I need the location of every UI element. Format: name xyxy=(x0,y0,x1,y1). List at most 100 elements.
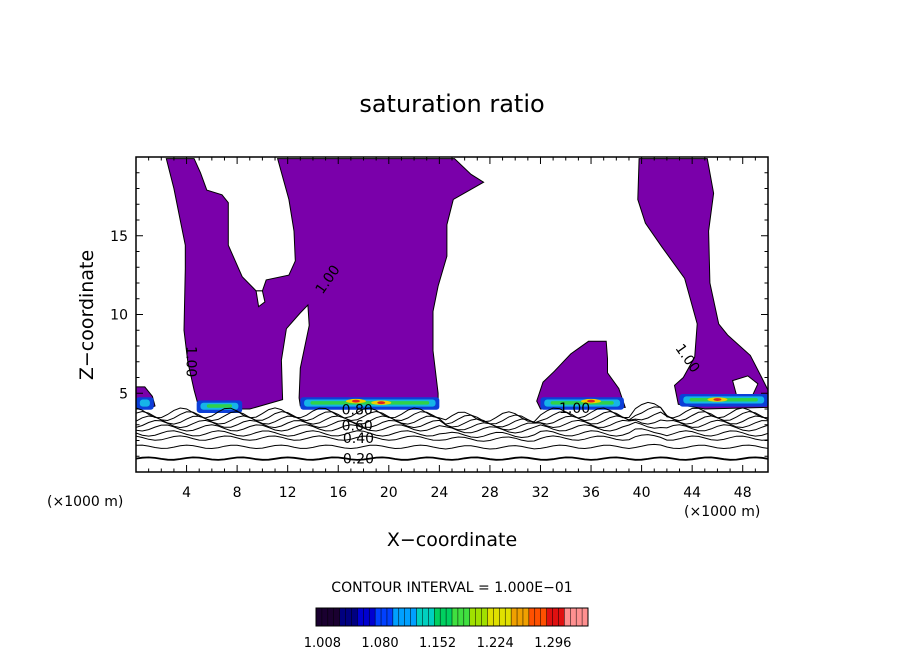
contour-label-5: 0.80 xyxy=(342,403,373,419)
hotspot-peak-1 xyxy=(351,399,360,403)
isoline-1 xyxy=(136,456,768,461)
colorbar-cell xyxy=(517,608,524,626)
colorbar-cell xyxy=(440,608,447,626)
unsaturated-pocket-1 xyxy=(731,375,759,396)
x-tick-label-24: 24 xyxy=(430,485,448,501)
high-saturation-bands xyxy=(136,394,768,413)
hotspot-band-mid xyxy=(139,399,150,407)
colorbar-cell xyxy=(357,608,364,626)
colorbar-tick-1.080: 1.080 xyxy=(361,636,398,651)
colorbar xyxy=(315,607,589,627)
x-tick-label-8: 8 xyxy=(233,485,242,501)
x-tick-label-32: 32 xyxy=(532,485,550,501)
colorbar-cell xyxy=(386,608,394,626)
colorbar-cell xyxy=(552,608,559,626)
colorbar-cell xyxy=(321,608,329,626)
saturated-region-4 xyxy=(637,158,768,410)
x-unit-label-left: (×1000 m) xyxy=(47,494,123,510)
colorbar-cell xyxy=(570,608,577,626)
hotspot-band-3 xyxy=(300,397,440,410)
colorbar-cell xyxy=(452,608,459,626)
x-tick-label-40: 40 xyxy=(633,485,651,501)
colorbar-cell xyxy=(398,608,406,626)
colorbar-cell xyxy=(351,608,358,626)
isoline-9 xyxy=(136,401,768,423)
colorbar-cell xyxy=(410,608,418,626)
contour-label-7: 0.40 xyxy=(343,431,374,447)
colorbar-cell xyxy=(487,608,494,626)
colorbar-cell xyxy=(363,608,370,626)
x-tick-label-48: 48 xyxy=(734,485,752,501)
colorbar-cell xyxy=(481,608,488,626)
unsaturated-pocket-2 xyxy=(255,290,266,308)
hotspot-band-2 xyxy=(196,400,243,413)
colorbar-cell xyxy=(582,608,589,626)
colorbar-cell xyxy=(434,608,441,626)
colorbar-cell xyxy=(463,608,471,626)
y-axis-label: Z−coordinate xyxy=(76,250,98,380)
colorbar-cell xyxy=(316,608,323,626)
isoline-2 xyxy=(136,443,768,450)
x-axis-label: X−coordinate xyxy=(387,529,517,551)
isoline-6 xyxy=(136,419,768,431)
colorbar-cell xyxy=(469,608,477,626)
colorbar-cell xyxy=(404,608,412,626)
contour-label-4: 1.00 xyxy=(559,401,590,417)
hotspot-band-inner xyxy=(310,401,430,405)
isoline-4 xyxy=(136,428,768,439)
colorbar-tick-1.224: 1.224 xyxy=(477,636,514,651)
colorbar-cell xyxy=(339,608,347,626)
y-tick-label-15: 15 xyxy=(110,229,128,245)
colorbar-tick-1.152: 1.152 xyxy=(419,636,456,651)
y-tick-label-10: 10 xyxy=(110,308,128,324)
axis-ticks xyxy=(136,157,768,472)
colorbar-cell xyxy=(327,608,335,626)
colorbar-frame xyxy=(315,607,589,627)
colorbar-cell xyxy=(546,608,554,626)
colorbar-cell xyxy=(428,608,435,626)
colorbar-cell xyxy=(511,608,518,626)
y-tick-label-5: 5 xyxy=(119,386,128,402)
colorbar-cell xyxy=(505,608,512,626)
saturated-regions xyxy=(136,158,768,410)
x-tick-label-28: 28 xyxy=(481,485,499,501)
colorbar-cell xyxy=(345,608,352,626)
colorbar-cell xyxy=(576,608,583,626)
contour-interval-label: CONTOUR INTERVAL = 1.000E−01 xyxy=(331,580,572,596)
x-tick-label-44: 44 xyxy=(683,485,701,501)
colorbar-cell xyxy=(558,608,565,626)
colorbar-cell xyxy=(499,608,506,626)
x-tick-label-20: 20 xyxy=(380,485,398,501)
contour-lines xyxy=(136,401,768,461)
colorbar-tick-labels: 1.008 1.080 1.152 1.224 1.296 xyxy=(304,636,572,651)
colorbar-cell xyxy=(564,608,571,626)
x-tick-label-4: 4 xyxy=(182,485,191,501)
colorbar-cell xyxy=(416,608,423,626)
chart-title: saturation ratio xyxy=(359,90,544,118)
colorbar-cell xyxy=(392,608,400,626)
hotspot-peak-2 xyxy=(377,401,386,405)
colorbar-tick-1.296: 1.296 xyxy=(534,636,571,651)
contour-label-2: 1.00 xyxy=(182,346,198,377)
hotspot-peak-4 xyxy=(713,398,722,401)
x-tick-label-12: 12 xyxy=(279,485,297,501)
colorbar-cell xyxy=(493,608,500,626)
colorbar-tick-1.008: 1.008 xyxy=(304,636,341,651)
colorbar-cell xyxy=(522,608,530,626)
isoline-3 xyxy=(136,434,768,442)
x-tick-label-36: 36 xyxy=(582,485,600,501)
colorbar-cell xyxy=(528,608,536,626)
colorbar-cell xyxy=(446,608,453,626)
hotspot-band-4 xyxy=(540,397,624,410)
hotspot-band-inner xyxy=(206,404,233,408)
colorbar-cell xyxy=(381,608,388,626)
colorbar-cell xyxy=(422,608,429,626)
colorbar-cell xyxy=(457,608,465,626)
isoline-7 xyxy=(136,411,768,428)
hotspot-peak-3 xyxy=(587,399,596,403)
colorbar-cell xyxy=(475,608,483,626)
hotspot-band-1 xyxy=(136,397,154,410)
colorbar-cell xyxy=(333,608,341,626)
